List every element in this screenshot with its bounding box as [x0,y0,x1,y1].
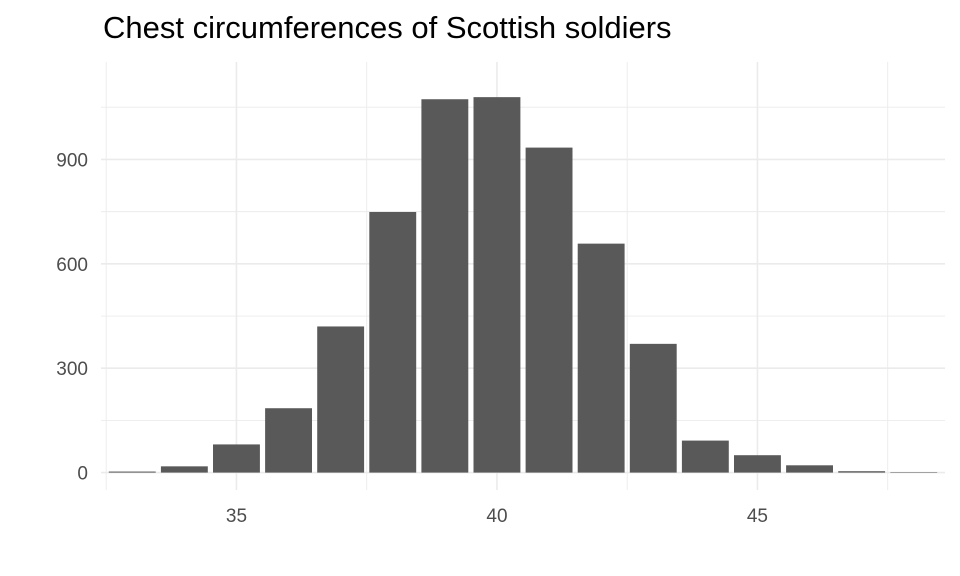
bars [108,97,938,473]
y-tick-label: 600 [56,255,88,276]
x-tick-label: 35 [226,506,247,527]
bar [838,471,886,473]
bar [629,343,677,473]
bar [160,466,208,473]
x-tick-label: 40 [486,506,507,527]
major-gridlines [101,62,945,490]
bar [734,455,781,473]
y-tick-label: 900 [56,150,88,171]
bar [108,471,156,473]
bar [525,147,573,473]
bar [317,326,365,473]
bar [265,408,312,473]
x-axis-tick-labels: 35 40 45 [226,506,768,527]
bar [681,440,729,473]
y-axis-tick-labels: 0 300 600 900 [56,150,88,484]
chart-title: Chest circumferences of Scottish soldier… [103,10,672,45]
bar [786,465,833,473]
y-tick-label: 0 [77,464,88,485]
bar [473,97,521,473]
minor-gridlines [101,62,945,490]
bar [577,243,625,473]
bar [369,211,417,473]
bar [213,444,260,473]
y-tick-label: 300 [56,359,88,380]
bar [421,99,469,473]
x-tick-label: 45 [747,506,768,527]
bar [890,472,938,473]
